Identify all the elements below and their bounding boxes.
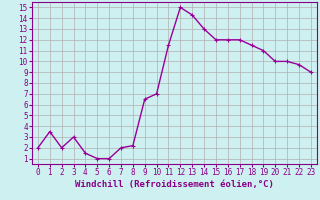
X-axis label: Windchill (Refroidissement éolien,°C): Windchill (Refroidissement éolien,°C) — [75, 180, 274, 189]
